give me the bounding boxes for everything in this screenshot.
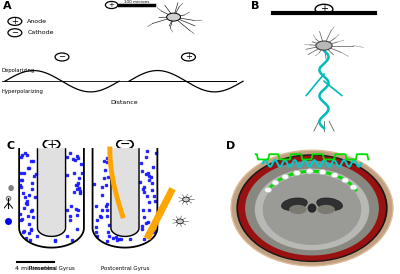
Circle shape (350, 185, 357, 190)
Text: Postcentral Gyrus: Postcentral Gyrus (101, 266, 149, 271)
Text: +: + (46, 138, 57, 151)
Circle shape (294, 170, 300, 176)
Text: Distance: Distance (110, 100, 138, 105)
Circle shape (342, 178, 349, 183)
Ellipse shape (317, 205, 335, 214)
Text: +: + (320, 4, 328, 14)
Text: Depolarizing: Depolarizing (1, 68, 34, 73)
Circle shape (272, 180, 279, 185)
Ellipse shape (317, 198, 342, 210)
Circle shape (282, 174, 289, 179)
Circle shape (167, 13, 180, 21)
Circle shape (319, 169, 326, 175)
Text: C: C (6, 141, 14, 151)
Text: Hyperpolarizing: Hyperpolarizing (1, 89, 43, 95)
Text: B: B (251, 1, 260, 12)
Circle shape (306, 169, 313, 174)
Ellipse shape (263, 174, 361, 245)
Text: −: − (58, 53, 66, 61)
Ellipse shape (245, 161, 379, 255)
Ellipse shape (231, 150, 393, 266)
Circle shape (316, 41, 332, 50)
Circle shape (264, 187, 272, 193)
Text: Precentral Gyrus: Precentral Gyrus (29, 266, 74, 271)
Text: D: D (226, 141, 235, 151)
Ellipse shape (282, 198, 307, 210)
Circle shape (331, 173, 338, 178)
Polygon shape (38, 149, 66, 236)
Text: +: + (109, 2, 114, 8)
Ellipse shape (255, 169, 369, 250)
Text: 4 millimeters: 4 millimeters (15, 266, 56, 271)
Ellipse shape (308, 204, 316, 213)
Circle shape (177, 219, 183, 224)
Ellipse shape (238, 156, 386, 261)
Circle shape (183, 197, 189, 202)
Polygon shape (111, 149, 139, 236)
Ellipse shape (236, 154, 388, 262)
Text: Cathode: Cathode (27, 30, 54, 35)
Ellipse shape (289, 205, 307, 214)
Text: A: A (2, 1, 11, 12)
Text: −: − (11, 28, 18, 37)
Text: +: + (185, 53, 192, 61)
Text: −: − (120, 138, 130, 151)
Text: +: + (12, 17, 18, 26)
Polygon shape (19, 149, 84, 248)
Text: Anode: Anode (27, 19, 47, 24)
Text: 100 microns: 100 microns (124, 0, 149, 4)
Text: ⬤: ⬤ (7, 185, 13, 191)
Polygon shape (92, 149, 157, 248)
